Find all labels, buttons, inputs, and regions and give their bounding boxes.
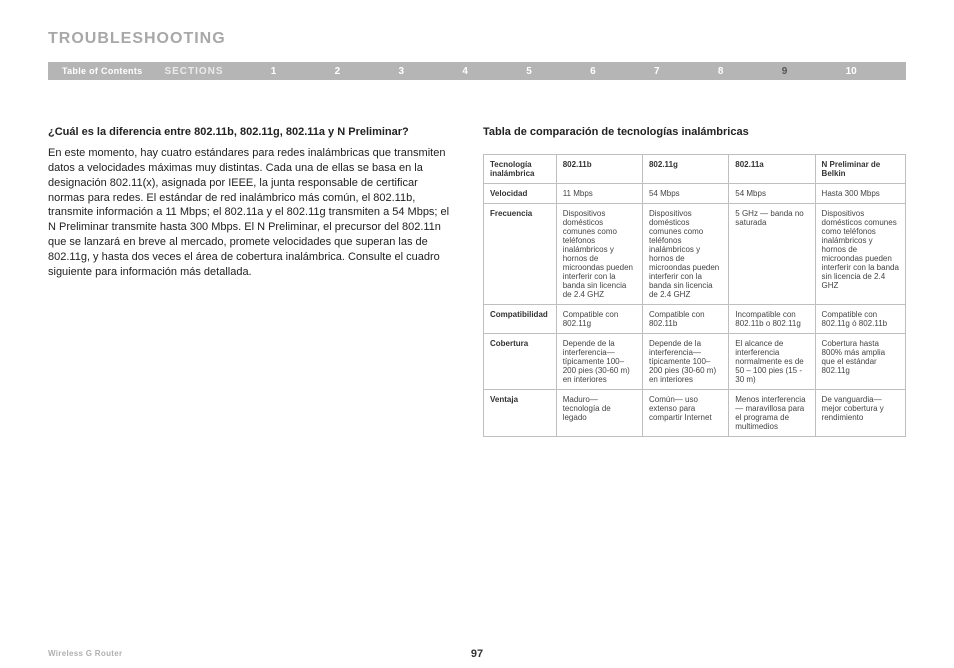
table-row: Frecuencia Dispositivos domésticos comun… [484,204,906,305]
section-numbers: 1 2 3 4 5 6 7 8 9 10 [242,66,906,77]
cell: Compatible con 802.11g [556,305,642,334]
cell: De vanguardia— mejor cobertura y rendimi… [815,390,905,437]
cell: Compatible con 802.11g ó 802.11b [815,305,905,334]
row-header-coverage: Cobertura [484,334,557,390]
toc-link[interactable]: Table of Contents [48,66,156,76]
section-link-7[interactable]: 7 [654,66,660,77]
cell: 54 Mbps [729,184,815,204]
cell: Común— uso extenso para compartir Intern… [642,390,728,437]
row-header-freq: Frecuencia [484,204,557,305]
section-link-9[interactable]: 9 [782,66,788,77]
page: TROUBLESHOOTING Table of Contents SECTIO… [0,0,954,437]
table-row: Ventaja Maduro— tecnología de legado Com… [484,390,906,437]
page-number: 97 [471,648,483,660]
cell: Dispositivos domésticos comunes como tel… [556,204,642,305]
sections-label: SECTIONS [156,66,241,77]
col-header-g: 802.11g [642,155,728,184]
right-column: Tabla de comparación de tecnologías inal… [483,126,906,437]
page-title: TROUBLESHOOTING [48,30,906,48]
cell: Dispositivos domésticos comunes como tel… [815,204,905,305]
table-row: Compatibilidad Compatible con 802.11g Co… [484,305,906,334]
footer: Wireless G Router 97 [48,649,906,658]
section-link-1[interactable]: 1 [271,66,277,77]
left-column: ¿Cuál es la diferencia entre 802.11b, 80… [48,126,453,437]
cell: Compatible con 802.11b [642,305,728,334]
cell: Depende de la interferencia— típicamente… [642,334,728,390]
product-name: Wireless G Router [48,649,122,658]
col-header-b: 802.11b [556,155,642,184]
content-area: ¿Cuál es la diferencia entre 802.11b, 80… [48,126,906,437]
cell: 54 Mbps [642,184,728,204]
section-link-4[interactable]: 4 [462,66,468,77]
table-header-row: Tecnología inalámbrica 802.11b 802.11g 8… [484,155,906,184]
cell: 5 GHz — banda no saturada [729,204,815,305]
col-header-a: 802.11a [729,155,815,184]
cell: Dispositivos domésticos comunes como tel… [642,204,728,305]
col-header-n: N Preliminar de Belkin [815,155,905,184]
cell: Depende de la interferencia— típicamente… [556,334,642,390]
row-header-speed: Velocidad [484,184,557,204]
row-header-advantage: Ventaja [484,390,557,437]
table-title: Tabla de comparación de tecnologías inal… [483,126,906,138]
cell: Cobertura hasta 800% más amplia que el e… [815,334,905,390]
cell: Maduro— tecnología de legado [556,390,642,437]
cell: 11 Mbps [556,184,642,204]
section-link-5[interactable]: 5 [526,66,532,77]
section-link-8[interactable]: 8 [718,66,724,77]
cell: El alcance de interferencia normalmente … [729,334,815,390]
faq-question: ¿Cuál es la diferencia entre 802.11b, 80… [48,126,453,138]
section-link-6[interactable]: 6 [590,66,596,77]
row-header-compat: Compatibilidad [484,305,557,334]
section-link-10[interactable]: 10 [846,66,857,77]
table-row: Cobertura Depende de la interferencia— t… [484,334,906,390]
section-navbar: Table of Contents SECTIONS 1 2 3 4 5 6 7… [48,62,906,80]
table-row: Velocidad 11 Mbps 54 Mbps 54 Mbps Hasta … [484,184,906,204]
cell: Incompatible con 802.11b o 802.11g [729,305,815,334]
cell: Menos interferencia— maravillosa para el… [729,390,815,437]
cell: Hasta 300 Mbps [815,184,905,204]
section-link-2[interactable]: 2 [335,66,341,77]
section-link-3[interactable]: 3 [398,66,404,77]
comparison-table: Tecnología inalámbrica 802.11b 802.11g 8… [483,154,906,437]
faq-answer: En este momento, hay cuatro estándares p… [48,146,453,280]
col-header-tech: Tecnología inalámbrica [484,155,557,184]
